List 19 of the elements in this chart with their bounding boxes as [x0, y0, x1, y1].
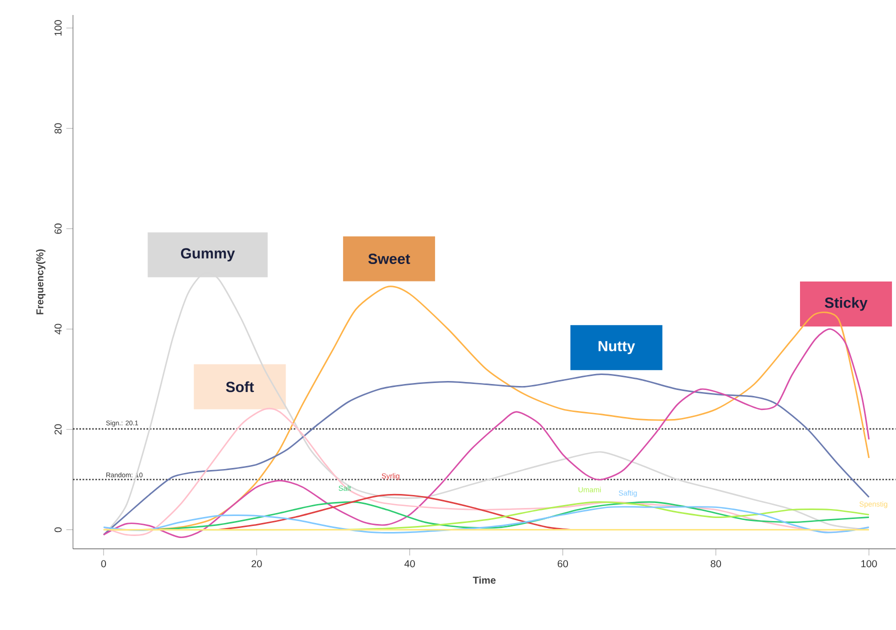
x-tick-label: 80: [710, 560, 722, 568]
x-tick-label: 20: [252, 560, 262, 568]
y-tick-label: 80: [54, 123, 62, 134]
y-tick-label: 20: [54, 424, 62, 435]
y-axis-title: Frequency(%): [36, 249, 46, 314]
annotation: Sticky: [824, 297, 868, 311]
annotation: Sweet: [368, 254, 410, 264]
x-tick-label: 60: [558, 560, 568, 568]
y-tick-label: 60: [54, 224, 62, 234]
y-tick-label: 100: [54, 20, 62, 36]
x-tick-label: 0: [101, 560, 106, 568]
annotation: Nutty: [598, 341, 636, 354]
x-tick-label: 100: [861, 560, 877, 568]
annotation: Gummy: [180, 248, 235, 262]
y-tick-label: 0: [54, 527, 62, 532]
y-tick-label: 40: [54, 324, 62, 334]
annotation: Soft: [226, 381, 254, 392]
x-axis-title: Time: [472, 576, 496, 584]
x-tick-label: 40: [404, 560, 415, 568]
